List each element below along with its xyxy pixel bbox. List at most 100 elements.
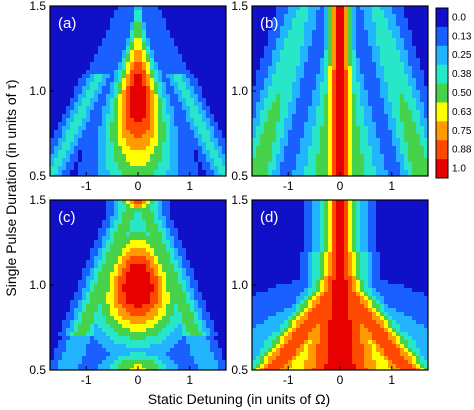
- heatmap-cell: [372, 34, 377, 39]
- heatmap-cell: [344, 14, 349, 19]
- heatmap-cell: [146, 42, 151, 47]
- heatmap-cell: [114, 138, 119, 143]
- heatmap-cell: [206, 134, 211, 139]
- heatmap-cell: [134, 18, 139, 23]
- heatmap-cell: [260, 166, 265, 171]
- heatmap-cell: [260, 46, 265, 51]
- heatmap-cell: [202, 6, 207, 11]
- heatmap-cell: [122, 6, 127, 11]
- heatmap-cell: [166, 154, 171, 159]
- heatmap-cell: [50, 66, 55, 71]
- heatmap-cell: [332, 74, 337, 79]
- heatmap-cell: [98, 364, 103, 369]
- heatmap-cell: [260, 146, 265, 151]
- heatmap-cell: [58, 248, 63, 253]
- heatmap-cell: [170, 110, 175, 115]
- heatmap-cell: [118, 368, 123, 370]
- heatmap-cell: [74, 106, 79, 111]
- heatmap-cell: [256, 114, 261, 119]
- heatmap-cell: [94, 308, 99, 313]
- heatmap-cell: [202, 78, 207, 83]
- heatmap-cell: [54, 70, 59, 75]
- heatmap-cell: [388, 30, 393, 35]
- heatmap-cell: [404, 142, 409, 147]
- heatmap-cell: [126, 110, 131, 115]
- heatmap-cell: [284, 142, 289, 147]
- heatmap-cell: [190, 170, 195, 175]
- heatmap-cell: [412, 118, 417, 123]
- heatmap-cell: [352, 54, 357, 59]
- heatmap-cell: [70, 150, 75, 155]
- heatmap-cell: [408, 26, 413, 31]
- heatmap-cell: [300, 86, 305, 91]
- heatmap-cell: [332, 22, 337, 27]
- heatmap-cell: [86, 74, 91, 79]
- heatmap-cell: [324, 154, 329, 159]
- heatmap-cell: [264, 166, 269, 171]
- heatmap-cell: [256, 14, 261, 19]
- heatmap-cell: [268, 66, 273, 71]
- heatmap-cell: [360, 118, 365, 123]
- heatmap-cell: [154, 292, 159, 297]
- heatmap-cell: [340, 86, 345, 91]
- heatmap-cell: [50, 58, 55, 63]
- heatmap-cell: [150, 18, 155, 23]
- heatmap-cell: [380, 106, 385, 111]
- heatmap-cell: [90, 256, 95, 261]
- heatmap-cell: [50, 220, 55, 225]
- heatmap-cell: [122, 252, 127, 257]
- heatmap-cell: [202, 142, 207, 147]
- heatmap-cell: [154, 288, 159, 293]
- heatmap-cell: [122, 14, 127, 19]
- heatmap-cell: [264, 126, 269, 131]
- heatmap-cell: [110, 122, 115, 127]
- heatmap-cell: [94, 14, 99, 19]
- heatmap-cell: [352, 34, 357, 39]
- heatmap-cell: [376, 154, 381, 159]
- heatmap-cell: [122, 272, 127, 277]
- heatmap-cell: [178, 118, 183, 123]
- heatmap-cell: [400, 30, 405, 35]
- heatmap-cell: [58, 106, 63, 111]
- heatmap-cell: [162, 126, 167, 131]
- heatmap-cell: [78, 34, 83, 39]
- heatmap-cell: [424, 170, 428, 175]
- heatmap-cell: [62, 284, 67, 289]
- heatmap-cell: [380, 6, 385, 11]
- heatmap-cell: [332, 90, 337, 95]
- heatmap-cell: [142, 200, 147, 205]
- heatmap-cell: [122, 264, 127, 269]
- heatmap-cell: [90, 352, 95, 357]
- heatmap-cell: [376, 34, 381, 39]
- heatmap-cell: [206, 130, 211, 135]
- heatmap-cell: [66, 170, 71, 175]
- heatmap-cell: [166, 110, 171, 115]
- heatmap-cell: [384, 6, 389, 11]
- heatmap-cell: [304, 118, 309, 123]
- heatmap-cell: [420, 146, 425, 151]
- heatmap-cell: [98, 272, 103, 277]
- heatmap-cell: [154, 272, 159, 277]
- heatmap-cell: [256, 158, 261, 163]
- heatmap-cell: [58, 332, 63, 337]
- heatmap-cell: [122, 216, 127, 221]
- heatmap-cell: [316, 98, 321, 103]
- heatmap-cell: [380, 82, 385, 87]
- heatmap-cell: [126, 142, 131, 147]
- heatmap-cell: [380, 166, 385, 171]
- heatmap-cell: [134, 316, 139, 321]
- heatmap-cell: [316, 46, 321, 51]
- heatmap-cell: [106, 174, 111, 176]
- heatmap-cell: [106, 364, 111, 369]
- heatmap-cell: [264, 90, 269, 95]
- heatmap-cell: [408, 142, 413, 147]
- heatmap-cell: [158, 304, 163, 309]
- heatmap-cell: [348, 66, 353, 71]
- heatmap-cell: [296, 38, 301, 43]
- heatmap-cell: [58, 26, 63, 31]
- heatmap-cell: [154, 10, 159, 15]
- heatmap-cell: [114, 260, 119, 265]
- heatmap-cell: [82, 46, 87, 51]
- heatmap-cell: [150, 324, 155, 329]
- heatmap-cell: [252, 166, 257, 171]
